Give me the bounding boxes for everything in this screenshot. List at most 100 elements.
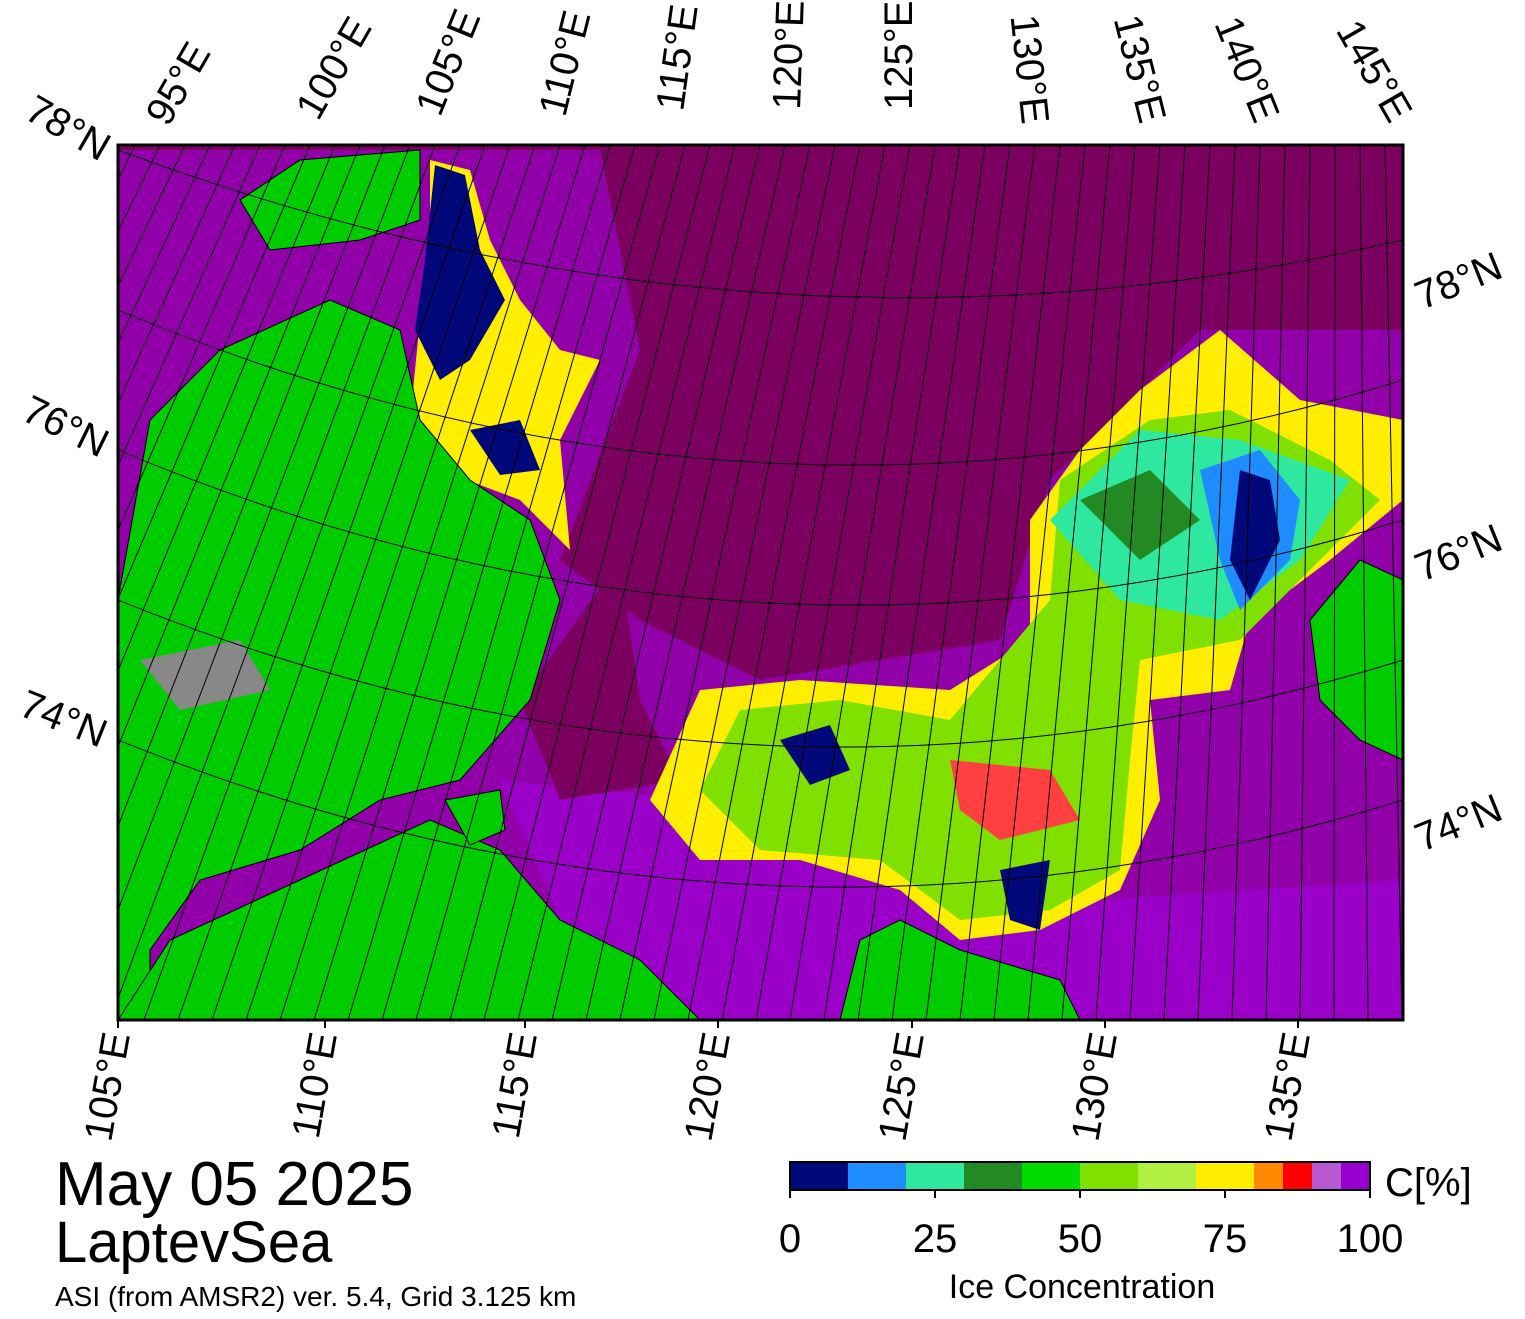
graticule-meridian	[721, 145, 886, 1020]
top-lon-label: 145°E	[1327, 13, 1420, 130]
top-lon-label: 135°E	[1105, 10, 1174, 127]
ice-pack	[415, 165, 505, 380]
top-lon-label: 140°E	[1206, 10, 1288, 128]
graticule-meridian	[449, 145, 686, 1020]
date: May 05 2025	[55, 1150, 413, 1219]
colorbar-segment	[1283, 1162, 1312, 1190]
top-lon-label: 95°E	[138, 35, 220, 132]
colorbar-tick-label: 75	[1203, 1217, 1248, 1261]
graticule-meridian	[118, 145, 236, 405]
graticule-meridian	[959, 145, 1061, 1020]
graticule-meridian	[0, 145, 110, 1020]
graticule-parallel	[118, 739, 1403, 888]
graticule-meridian	[177, 145, 486, 1020]
land	[239, 149, 421, 251]
graticule-meridian	[1333, 145, 1336, 1020]
graticule-meridians	[0, 145, 1525, 1020]
colorbar-tick-label: 25	[913, 1217, 958, 1261]
colorbar-tick-label: 50	[1058, 1217, 1103, 1261]
top-lon-label: 110°E	[531, 6, 599, 120]
graticule-meridian	[857, 145, 986, 1020]
polynya	[520, 560, 680, 800]
bottom-lon-label: 125°E	[871, 1029, 933, 1144]
colorbar-segment	[1254, 1162, 1283, 1190]
graticule-parallel	[118, 309, 1403, 466]
graticule-meridian	[1231, 145, 1261, 1020]
graticule-meridian	[211, 145, 511, 1020]
graticule-meridian	[1061, 145, 1136, 1020]
graticule-meridian	[143, 145, 461, 1020]
graticule-meridian	[517, 145, 736, 1020]
land	[118, 299, 561, 1020]
region: LaptevSea	[55, 1210, 333, 1275]
bottom-lon-label: 120°E	[677, 1029, 739, 1144]
land	[444, 789, 506, 846]
colorbar-unit: C[%]	[1385, 1161, 1472, 1205]
left-lat-label: 74°N	[14, 682, 113, 756]
top-lon-label: 115°E	[648, 2, 706, 114]
graticule-meridian	[245, 145, 536, 1020]
graticule-meridian	[1299, 145, 1311, 1020]
colorbar-segment	[1312, 1162, 1341, 1190]
colorbar-segment	[790, 1162, 848, 1190]
colorbar-title: Ice Concentration	[949, 1268, 1216, 1306]
graticule-meridian	[118, 145, 361, 748]
top-lon-label: 130°E	[1002, 13, 1057, 126]
graticule-meridian	[415, 145, 661, 1020]
note: ASI (from AMSR2) ver. 5.4, Grid 3.125 km	[55, 1281, 576, 1312]
graticule-meridian	[551, 145, 761, 1020]
graticule-meridian	[118, 145, 261, 467]
graticule-meridian	[118, 145, 136, 181]
graticule-meridian	[1129, 145, 1186, 1020]
graticule-meridian	[687, 145, 861, 1020]
ice-pack	[1230, 470, 1280, 600]
colorbar-segment	[1341, 1162, 1370, 1190]
graticule-parallel	[118, 149, 1403, 299]
graticule-meridian	[1510, 145, 1525, 1020]
graticule-meridian	[1265, 145, 1286, 1020]
graticule-meridian	[1359, 145, 1369, 1020]
graticule-meridian	[925, 145, 1036, 1020]
graticule-meridian	[313, 145, 586, 1020]
colorbar-tick-label: 0	[779, 1217, 801, 1261]
colorbar-segment	[964, 1162, 1022, 1190]
graticule-parallel	[118, 599, 1403, 748]
graticule-meridian	[1095, 145, 1161, 1020]
graticule-meridian	[1197, 145, 1236, 1020]
colorbar: C[%] Ice Concentration 0 25 50 75 100	[779, 1161, 1472, 1306]
graticule-meridian	[789, 145, 936, 1020]
colorbar-segment	[848, 1162, 906, 1190]
graticule-meridian	[118, 145, 336, 673]
graticule-meridian	[347, 145, 611, 1020]
graticule-meridian	[1384, 145, 1403, 1020]
graticule-meridian	[993, 145, 1086, 1020]
top-lon-label: 120°E	[765, 0, 813, 110]
land	[1309, 559, 1403, 761]
left-lat-label: 76°N	[16, 387, 116, 466]
colorbar-tick-label: 100	[1337, 1217, 1404, 1261]
graticule-meridian	[755, 145, 911, 1020]
colorbar-segment	[1196, 1162, 1254, 1190]
graticule-meridian	[483, 145, 711, 1020]
colorbar-segment	[1080, 1162, 1138, 1190]
bottom-lon-label: 105°E	[77, 1029, 139, 1144]
graticule-meridian	[118, 145, 436, 1000]
graticule-meridian	[891, 145, 1011, 1020]
graticule-meridian	[619, 145, 811, 1020]
bottom-lon-label: 115°E	[484, 1029, 546, 1141]
graticule-meridian	[0, 145, 85, 1020]
graticule-meridian	[118, 145, 211, 345]
top-lon-label: 125°E	[877, 1, 921, 110]
graticule-parallel	[118, 449, 1403, 606]
graticule-meridian	[653, 145, 836, 1020]
graticule-meridian	[823, 145, 961, 1020]
ice-pack	[780, 725, 850, 785]
bottom-lon-label: 110°E	[284, 1029, 346, 1141]
graticule-meridian	[118, 145, 386, 828]
colorbar-segment	[1138, 1162, 1196, 1190]
colorbar-segment	[1022, 1162, 1080, 1190]
land	[839, 919, 1081, 1020]
top-lon-label: 105°E	[408, 3, 490, 121]
right-lat-label: 78°N	[1409, 244, 1508, 318]
